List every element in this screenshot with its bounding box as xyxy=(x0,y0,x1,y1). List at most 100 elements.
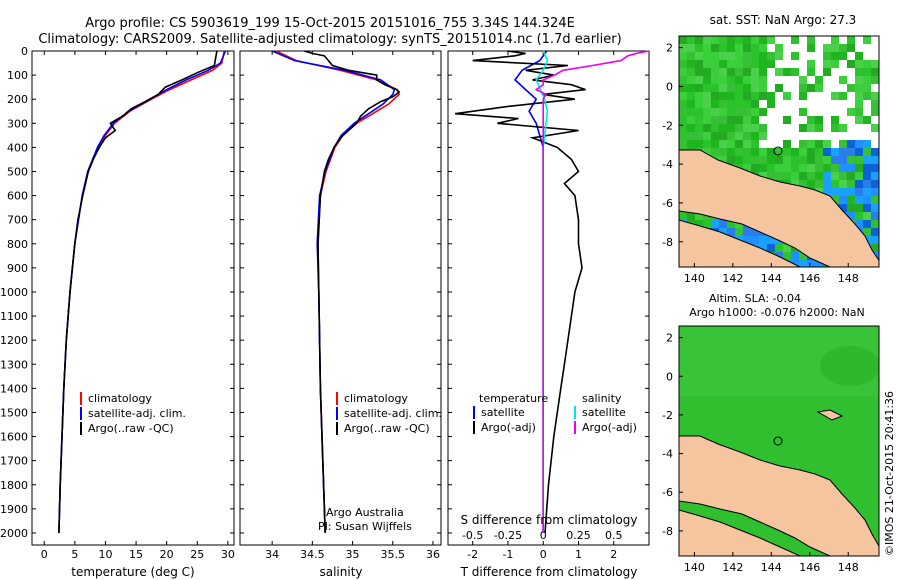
sst-map: sat. SST: NaN Argo: 27.3 140 142 144 146 148… xyxy=(662,13,880,285)
sst-cell xyxy=(767,36,775,44)
sst-cell xyxy=(823,156,831,164)
sst-cell xyxy=(759,68,767,76)
sst-lat-label: -4 xyxy=(662,158,673,171)
sst-cell xyxy=(807,156,815,164)
sst-cell xyxy=(767,236,775,244)
sst-cell xyxy=(711,92,719,100)
altim-lat-label: -8 xyxy=(662,525,673,538)
sst-cell xyxy=(871,92,879,100)
legend-s-argo-label: Argo(-adj) xyxy=(582,421,637,434)
altim-land xyxy=(679,435,879,556)
depth-tick-label: 1100 xyxy=(0,310,28,323)
sst-cell xyxy=(751,148,759,156)
sst-cell xyxy=(791,148,799,156)
difference-S-tick-label: 0.5 xyxy=(605,529,623,542)
sst-cell xyxy=(695,60,703,68)
altim-map-content xyxy=(679,326,879,556)
sst-cell xyxy=(831,164,839,172)
sst-cell xyxy=(799,108,807,116)
sst-cell xyxy=(743,76,751,84)
sst-cell xyxy=(839,76,847,84)
temperature-series-line xyxy=(58,50,227,534)
sst-cell xyxy=(871,108,879,116)
sst-cell xyxy=(727,156,735,164)
sst-cell xyxy=(751,236,759,244)
temperature-tick-label: 10 xyxy=(98,548,112,561)
sst-cell xyxy=(743,100,751,108)
sst-cell xyxy=(711,36,719,44)
difference-S-tick-label: 0 xyxy=(540,529,547,542)
sst-cell xyxy=(831,44,839,52)
sst-cell xyxy=(719,148,727,156)
sst-cell xyxy=(751,36,759,44)
altim-map-title1: Altim. SLA: -0.04 xyxy=(709,292,801,305)
sst-cell xyxy=(735,36,743,44)
sst-cell xyxy=(847,180,855,188)
sst-cell xyxy=(735,92,743,100)
sst-cell xyxy=(815,124,823,132)
sst-cell xyxy=(839,92,847,100)
sst-cell xyxy=(759,236,767,244)
legend-argo-label: Argo(..raw -QC) xyxy=(344,422,430,435)
sst-cell xyxy=(839,124,847,132)
sst-cell xyxy=(855,108,863,116)
sst-cell xyxy=(743,60,751,68)
sst-cell xyxy=(727,140,735,148)
sst-cell xyxy=(751,76,759,84)
sst-cell xyxy=(727,76,735,84)
sst-cell xyxy=(863,188,871,196)
depth-tick-label: 1600 xyxy=(0,431,28,444)
sst-cell xyxy=(759,36,767,44)
sst-cell xyxy=(799,180,807,188)
sst-cell xyxy=(759,76,767,84)
depth-tick-label: 100 xyxy=(7,69,28,82)
sst-cell xyxy=(687,76,695,84)
sst-cell xyxy=(855,148,863,156)
legend-t-satellite-label: satellite xyxy=(481,406,525,419)
legend-temperature-title: temperature xyxy=(479,392,548,405)
salinity-tick-label: 36 xyxy=(426,548,440,561)
sst-cell xyxy=(791,252,799,260)
sst-cell xyxy=(703,100,711,108)
sst-cell xyxy=(719,140,727,148)
depth-tick-label: 500 xyxy=(7,165,28,178)
difference-T-tick-label: 1 xyxy=(575,548,582,561)
sst-cell xyxy=(679,212,687,220)
sst-cell xyxy=(823,44,831,52)
legend-s-satellite-swatch xyxy=(574,406,576,419)
altim-lat-label: -6 xyxy=(662,486,673,499)
sst-cell xyxy=(871,188,879,196)
sst-cell xyxy=(719,68,727,76)
sst-cell xyxy=(871,228,879,236)
sst-cell xyxy=(751,52,759,60)
sst-cell xyxy=(703,108,711,116)
sst-cell xyxy=(799,252,807,260)
sst-cell xyxy=(871,204,879,212)
sst-cell xyxy=(727,116,735,124)
sst-cell xyxy=(695,212,703,220)
sst-cell xyxy=(807,84,815,92)
sst-cell xyxy=(791,156,799,164)
sst-cell xyxy=(847,140,855,148)
sst-cell xyxy=(815,140,823,148)
sst-cell xyxy=(831,148,839,156)
sst-cell xyxy=(719,36,727,44)
sst-cell xyxy=(719,228,727,236)
sst-cell xyxy=(711,140,719,148)
sst-cell xyxy=(863,172,871,180)
sst-cell xyxy=(855,220,863,228)
sst-cell xyxy=(703,84,711,92)
sst-cell xyxy=(767,92,775,100)
altim-lat-label: -4 xyxy=(662,448,673,461)
sst-cell xyxy=(783,156,791,164)
sst-cell xyxy=(839,140,847,148)
sst-cell xyxy=(759,124,767,132)
sst-cell xyxy=(871,156,879,164)
difference-xlabel: T difference from climatology xyxy=(460,565,638,579)
sst-cell xyxy=(751,108,759,116)
sst-cell xyxy=(687,68,695,76)
sst-cell xyxy=(735,116,743,124)
sst-cell xyxy=(687,108,695,116)
altim-map-frame xyxy=(678,325,880,557)
sst-cell xyxy=(799,92,807,100)
